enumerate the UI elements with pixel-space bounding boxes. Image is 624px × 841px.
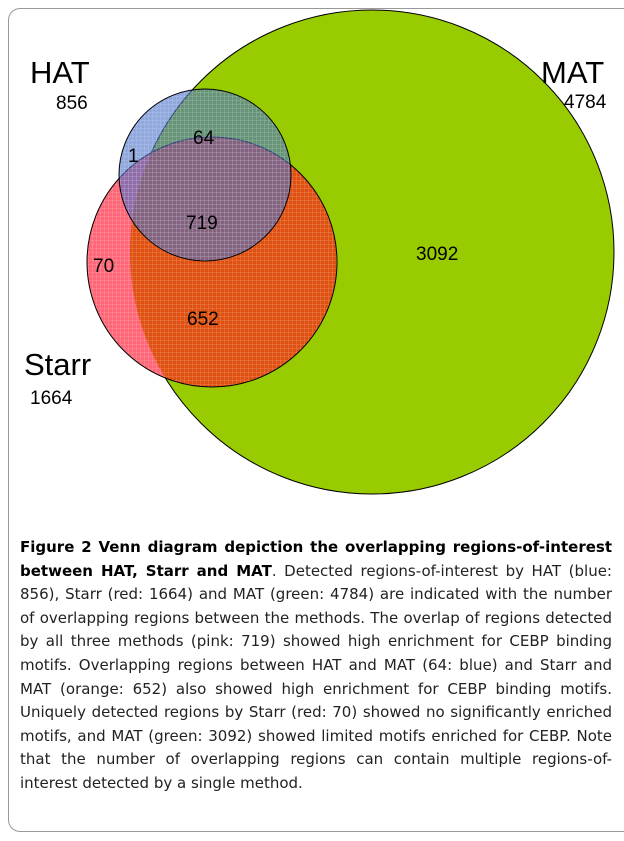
figure-caption: Figure 2 Venn diagram depiction the over… xyxy=(20,536,612,796)
set-label: HAT xyxy=(30,55,90,90)
region-count: 1 xyxy=(128,146,139,167)
caption-title: Figure 2 Venn diagram depiction the over… xyxy=(20,538,612,580)
region-count: 3092 xyxy=(416,244,458,265)
set-total: 1664 xyxy=(30,388,73,409)
venn-diagram: HAT 856 MAT 4784 Starr 1664 1 64 719 70 … xyxy=(24,9,615,495)
set-label: Starr xyxy=(24,347,91,382)
set-total: 856 xyxy=(56,93,88,114)
region-count: 719 xyxy=(186,213,218,234)
region-count: 70 xyxy=(93,256,114,277)
caption-text: . Detected regions-of-interest by HAT (b… xyxy=(20,561,612,792)
set-label: MAT xyxy=(541,55,604,90)
set-total: 4784 xyxy=(564,92,607,113)
region-count: 652 xyxy=(187,309,219,330)
region-count: 64 xyxy=(193,128,215,149)
hat-outline xyxy=(118,88,292,262)
figure-frame xyxy=(8,8,624,832)
